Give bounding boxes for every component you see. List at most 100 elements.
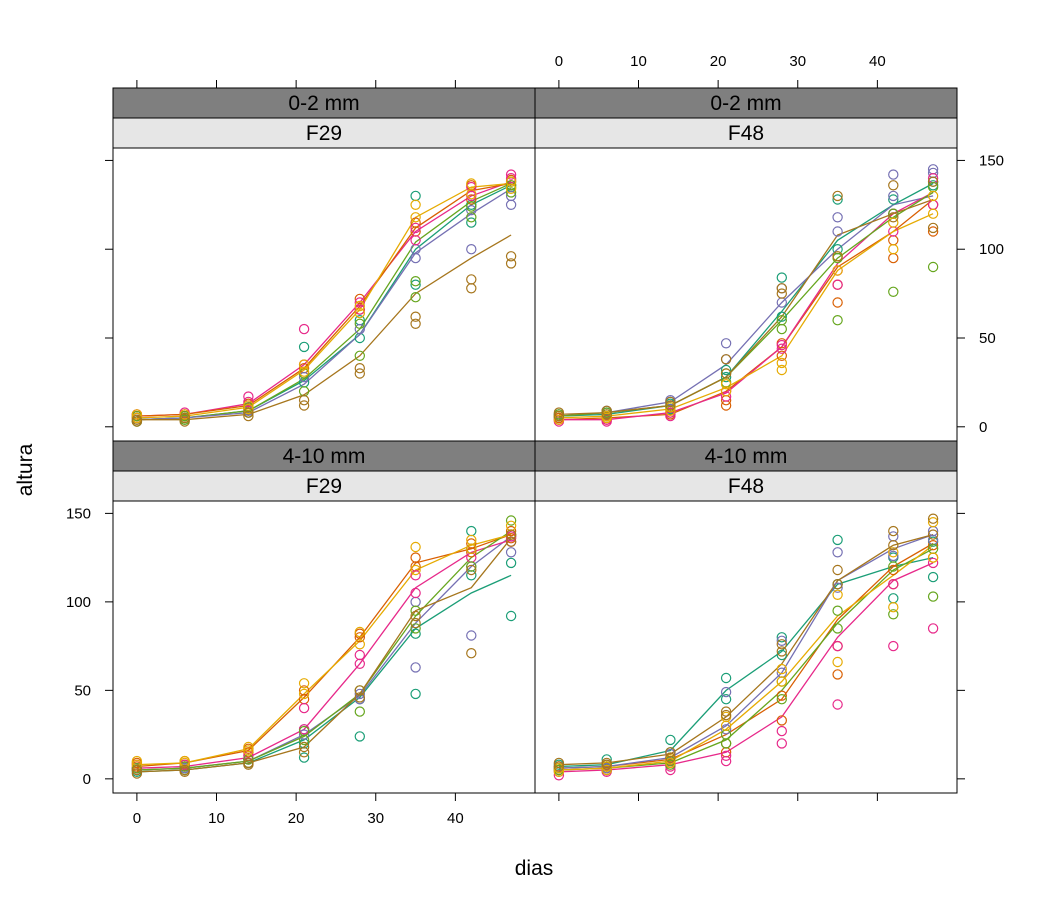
data-point [410, 311, 421, 322]
x-tick-label: 30 [367, 810, 384, 827]
data-point [354, 706, 365, 717]
data-point [776, 690, 788, 701]
data-point [720, 709, 732, 721]
data-point [131, 768, 143, 779]
inner-strip-label: F48 [728, 475, 764, 498]
data-point [466, 564, 477, 576]
data-point [179, 416, 190, 427]
data-point [888, 540, 899, 551]
data-point [354, 685, 365, 696]
data-point [410, 252, 421, 264]
data-point [776, 639, 788, 650]
data-point [832, 623, 843, 634]
data-point [354, 318, 365, 329]
data-point [720, 338, 732, 349]
outer-strip [534, 87, 958, 119]
data-point [410, 688, 421, 700]
data-point [776, 632, 788, 643]
y-tick-label: 150 [66, 505, 91, 522]
data-point [298, 400, 310, 411]
data-point [354, 632, 365, 643]
data-point [927, 222, 939, 234]
plot-area [131, 169, 517, 427]
inner-strip [112, 117, 536, 149]
data-point [776, 339, 788, 351]
data-point [832, 589, 843, 601]
data-point [410, 212, 421, 223]
data-point [466, 243, 477, 255]
x-tick-label: 0 [133, 810, 141, 827]
data-point [776, 649, 788, 661]
data-point [410, 541, 421, 553]
y-tick-label: 150 [979, 152, 1004, 169]
data-point [410, 279, 421, 290]
data-point [927, 261, 939, 273]
data-point [927, 557, 939, 569]
data-point [354, 304, 365, 315]
inner-strip-label: F48 [728, 122, 764, 145]
data-point [505, 557, 517, 569]
data-point [832, 279, 843, 290]
outer-strip-label: 0-2 mm [710, 92, 781, 115]
series-line [136, 537, 512, 773]
data-point [720, 391, 732, 402]
x-tick-label: 30 [789, 53, 806, 70]
y-axis-title: altura [14, 443, 37, 496]
data-point [832, 226, 843, 237]
data-point [927, 591, 939, 602]
data-point [832, 582, 843, 593]
data-point [410, 292, 421, 303]
data-point [179, 409, 190, 420]
data-point [776, 715, 788, 726]
x-axis-title: dias [515, 857, 554, 880]
data-point [410, 564, 421, 576]
outer-strip-label: 4-10 mm [283, 445, 366, 468]
data-point [410, 587, 421, 599]
data-point [832, 265, 843, 276]
data-point [354, 363, 365, 374]
data-point [243, 757, 254, 769]
data-point [720, 755, 732, 767]
data-point [179, 761, 190, 772]
data-point [243, 400, 254, 411]
data-point [927, 517, 939, 528]
data-point [776, 315, 788, 326]
data-point [505, 547, 517, 558]
series-line [558, 533, 934, 766]
data-point [410, 570, 421, 581]
data-point [505, 187, 517, 198]
data-point [888, 286, 899, 297]
data-point [298, 752, 310, 763]
data-point [665, 757, 676, 769]
data-point [720, 672, 732, 684]
data-point [410, 318, 421, 329]
data-point [466, 648, 477, 659]
data-point [410, 628, 421, 639]
data-point [131, 414, 143, 425]
data-point [888, 640, 899, 652]
data-point [720, 354, 732, 365]
data-point [505, 515, 517, 526]
data-point [665, 734, 676, 746]
data-point [776, 663, 788, 675]
data-point [832, 534, 843, 546]
data-point [466, 274, 477, 285]
data-point [888, 561, 899, 572]
data-point [298, 678, 310, 689]
data-point [505, 183, 517, 194]
data-point [410, 235, 421, 246]
data-point [888, 579, 899, 590]
data-point [601, 764, 612, 776]
data-point [466, 212, 477, 223]
panels: 0-2 mm F29 0-2 mm F48 4-10 mm F29 4-10 mm F48 [112, 87, 958, 794]
data-point [832, 579, 843, 590]
data-point [505, 525, 517, 537]
data-point [410, 222, 421, 234]
series-line [136, 182, 512, 417]
data-point [243, 396, 254, 408]
data-point [410, 610, 421, 622]
data-point [179, 412, 190, 424]
data-point [505, 180, 517, 191]
data-point [466, 217, 477, 228]
